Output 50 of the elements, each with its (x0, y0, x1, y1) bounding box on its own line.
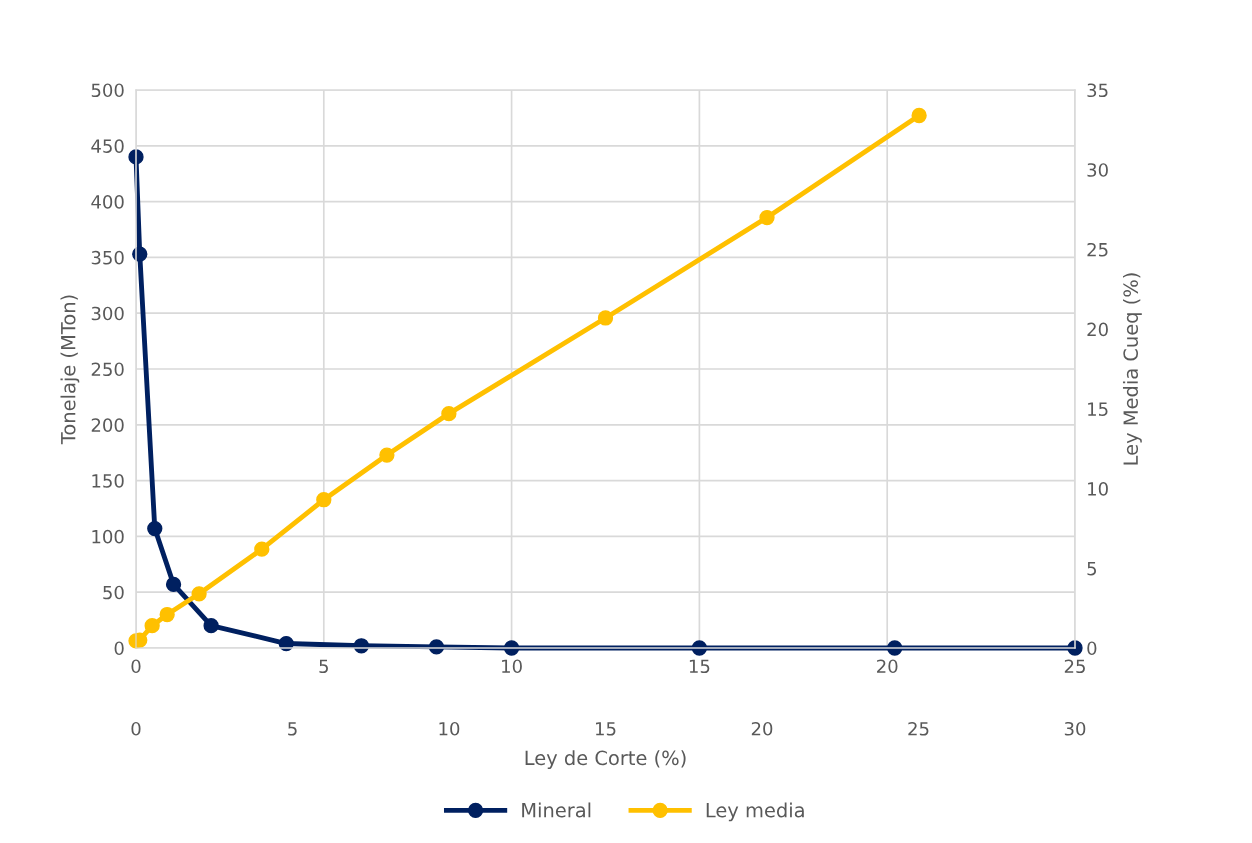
y2-tick-label: 10 (1088, 482, 1108, 496)
x-tick-label: 5 (319, 659, 328, 674)
y-tick-label: 100 (92, 529, 124, 544)
point (165, 576, 182, 593)
y2-tick-label: 20 (1087, 322, 1108, 337)
y-tick-label: 300 (91, 306, 124, 321)
y-tick-label: 0 (114, 641, 124, 656)
legend-label: Ley media (706, 802, 804, 822)
y2-tick-label: 5 (1087, 561, 1097, 576)
y-tick-label: 50 (103, 585, 124, 600)
point (759, 209, 775, 226)
point (147, 520, 163, 537)
y-tick-label: 500 (91, 83, 124, 98)
point (379, 447, 395, 463)
x2-tick-label: 30 (1064, 721, 1086, 736)
point (316, 492, 332, 508)
x2-tick-label: 5 (288, 722, 297, 736)
point (159, 606, 175, 623)
y-tick-label: 450 (91, 139, 124, 153)
x2-tick-label: 0 (131, 721, 141, 736)
x-tick-label: 0 (131, 659, 141, 674)
y2-axis-title: Ley Media Cueq (%) (1122, 273, 1142, 465)
legend-label: Mineral (522, 802, 591, 818)
point (144, 618, 160, 634)
y2-tick-label: 35 (1087, 83, 1108, 98)
point (597, 310, 614, 326)
x-axis-title: Ley de Corte (%) (525, 750, 686, 770)
x2-tick-label: 20 (751, 721, 773, 736)
y-tick-label: 250 (91, 362, 124, 377)
x2-tick-label: 15 (596, 722, 616, 736)
y-axis-title: Tonelaje (MTon) (60, 295, 80, 445)
x-tick-label: 25 (1064, 659, 1085, 674)
y2-tick-label: 15 (1088, 402, 1108, 416)
y2-tick-label: 25 (1087, 242, 1108, 257)
point (191, 586, 207, 602)
x-tick-label: 15 (689, 659, 710, 674)
x-tick-label: 10 (502, 659, 522, 674)
x-tick-label: 20 (877, 659, 898, 674)
point (203, 618, 219, 634)
x2-tick-label: 25 (908, 721, 929, 736)
point (254, 541, 270, 557)
y2-tick-label: 30 (1087, 163, 1108, 177)
point (441, 406, 457, 422)
y-tick-label: 400 (91, 195, 124, 209)
y2-tick-label: 0 (1087, 641, 1097, 656)
y-tick-label: 200 (91, 418, 124, 432)
x2-tick-label: 10 (439, 721, 460, 736)
y-tick-label: 350 (91, 250, 124, 265)
point (911, 107, 927, 124)
y-tick-label: 150 (92, 474, 124, 488)
